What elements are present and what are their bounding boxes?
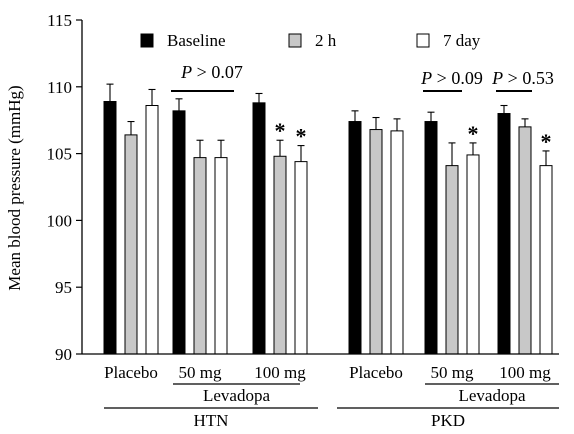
- bar: [518, 126, 532, 355]
- significance-marker: *: [296, 124, 307, 149]
- category-label: 100 mg: [499, 363, 551, 382]
- group-bracket-label: PKD: [431, 411, 465, 430]
- y-tick-label: 105: [47, 145, 73, 164]
- bar: [424, 121, 438, 355]
- significance-marker: *: [468, 121, 479, 146]
- bar: [273, 155, 287, 355]
- bar: [252, 102, 266, 355]
- y-tick-label: 100: [47, 211, 73, 230]
- significance-marker: *: [275, 118, 286, 143]
- category-label: 50 mg: [431, 363, 474, 382]
- legend-label: 2 h: [315, 31, 337, 50]
- levadopa-bracket-label: Levadopa: [458, 386, 525, 405]
- category-label: Placebo: [349, 363, 403, 382]
- bar: [497, 113, 511, 355]
- legend-swatch: [288, 33, 302, 48]
- bar: [124, 134, 138, 355]
- bar: [445, 165, 459, 355]
- legend-swatch: [140, 33, 154, 48]
- bar: [214, 157, 228, 355]
- category-label: 50 mg: [179, 363, 222, 382]
- legend-swatch: [416, 33, 430, 48]
- y-tick-label: 110: [47, 78, 72, 97]
- y-tick-label: 115: [47, 11, 72, 30]
- bar: [172, 110, 186, 355]
- y-tick-label: 95: [55, 278, 72, 297]
- y-tick-label: 90: [55, 345, 72, 364]
- legend-label: Baseline: [167, 31, 226, 50]
- group-bracket-label: HTN: [194, 411, 229, 430]
- bar: [294, 161, 308, 355]
- significance-marker: *: [541, 129, 552, 154]
- category-label: 100 mg: [254, 363, 306, 382]
- bar: [466, 154, 480, 355]
- p-value-label: P > 0.09: [420, 68, 483, 88]
- bar: [390, 130, 404, 355]
- bar: [369, 129, 383, 355]
- levadopa-bracket-label: Levadopa: [203, 386, 270, 405]
- y-axis-label: Mean blood pressure (mmHg): [5, 85, 24, 290]
- bar: [145, 105, 159, 355]
- bar: [193, 157, 207, 355]
- legend-label: 7 day: [443, 31, 481, 50]
- bar: [103, 100, 117, 355]
- bar: [539, 165, 553, 355]
- bar: [348, 121, 362, 355]
- category-label: Placebo: [104, 363, 158, 382]
- p-value-label: P > 0.53: [491, 68, 554, 88]
- p-value-label: P > 0.07: [180, 62, 243, 82]
